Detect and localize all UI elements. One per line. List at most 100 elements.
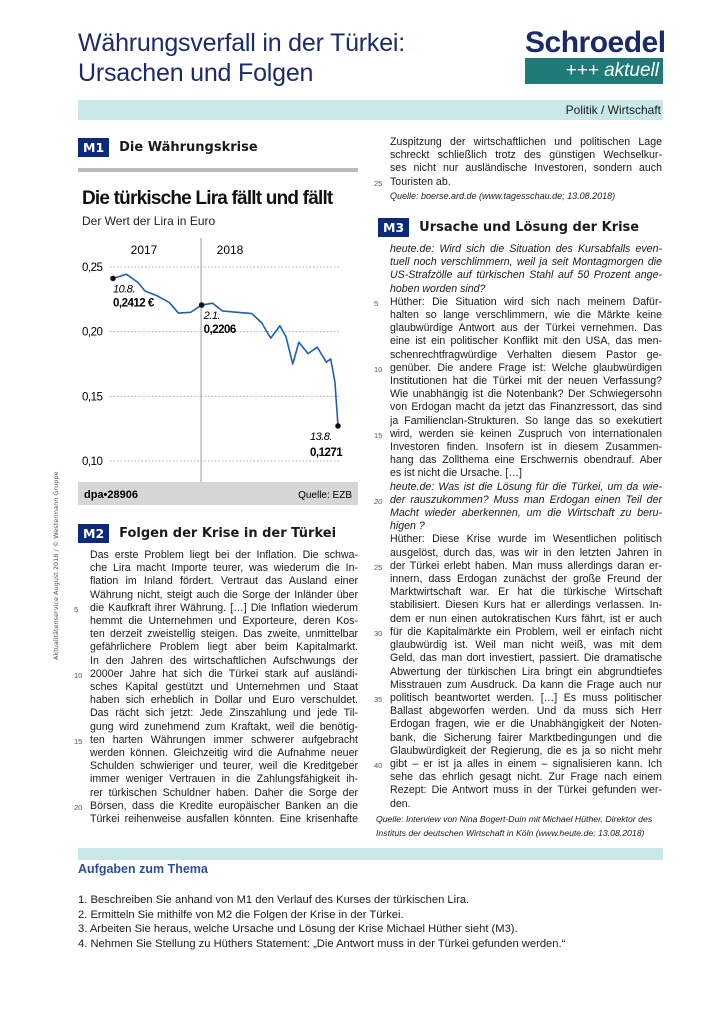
y-tick-label: 0,25 <box>82 262 102 274</box>
text-line: Misstrauen zum Ausdruck. Da kann die Fra… <box>390 678 662 691</box>
text-line: glaubwürdige Antwort aus der Türkei vern… <box>390 322 662 335</box>
copyright-note: Aktualitätenservice August 2018 / © West… <box>52 471 60 660</box>
m2-source: Quelle: boerse.ard.de (www.tagesschau.de… <box>390 190 616 201</box>
text-line: Glaubwürdigkeit der Regierung, die es ja… <box>390 744 662 757</box>
text-line: 15 wird, werden sie keinen Zuspruch von i… <box>374 428 662 441</box>
subject-band: Politik / Wirtschaft <box>78 100 663 120</box>
text-line: 40 gibt – er ist ja alles in einem – sign… <box>374 758 662 771</box>
line-number: 20 <box>74 802 83 812</box>
text-line: 35 politisch beantwortet werden. […] Es m… <box>374 692 662 705</box>
text-line: hoben worden sind? <box>390 282 486 295</box>
data-point <box>110 275 116 282</box>
text-line: hemmt die Unternehmen und Exporteure, de… <box>90 615 358 628</box>
annotation-date: 10.8. <box>113 283 135 295</box>
text-line: 25 Touristen ab. <box>374 176 662 189</box>
text-line: Zuspitzung der wirtschaftlichen und poli… <box>390 136 662 148</box>
text-line: Ballast abgeworfen werden. Und da muss s… <box>390 705 662 718</box>
annotation-value: 0,2206 <box>204 324 236 336</box>
text-line: Rezept: Die Antwort muss in der Türkei g… <box>390 784 662 797</box>
dpa-code: dpa•28906 <box>84 489 138 501</box>
text-line: Türkei reihenweise ausfallen könnten. Ei… <box>90 813 358 826</box>
text-line: heute.de: Wird sich die Situation des Ku… <box>390 243 662 255</box>
text-line: von Erdogan macht da jetzt das Finanzres… <box>390 401 662 414</box>
text-line: werden können. Gleichzeitig wird die Auf… <box>90 747 358 760</box>
line-number: 10 <box>374 364 383 374</box>
y-tick-label: 0,20 <box>82 327 102 339</box>
task-item: 4. Nehmen Sie Stellung zu Hüthers Statem… <box>78 937 566 950</box>
text-line: tuell noch verschlimmern, weil ja seit M… <box>390 256 662 269</box>
y-tick-label: 0,10 <box>82 456 102 468</box>
text-line: 15 ten harten Währungen immer schwerer au… <box>74 734 358 747</box>
m3-heading: M3 Ursache und Lösung der Krise <box>378 218 639 237</box>
text-line: flation im Inland fördert. Vertraut das … <box>90 575 358 588</box>
annotation-date: 2.1. <box>203 310 220 322</box>
m3-source: Quelle: Interview von Nina Bogert-Duin m… <box>376 814 653 838</box>
line-number: 10 <box>74 670 83 680</box>
text-line: stabilisiert. Diesen Kurs hat er allerdi… <box>390 599 662 612</box>
text-line: Das rächt sich jetzt: Jede Zinszahlung u… <box>90 707 358 720</box>
text-line: Hüther: Diese Krise wurde im Wesentliche… <box>390 533 662 546</box>
text-line: Das erste Problem liegt bei der Inflatio… <box>90 549 358 561</box>
text-line: sches Kapital gestützt und Unternehmen u… <box>90 681 358 694</box>
text-line: es ist nicht die Ursache. […] <box>390 467 522 480</box>
line-number: 25 <box>374 178 383 188</box>
line-number: 40 <box>374 760 383 770</box>
chart-subtitle: Der Wert der Lira in Euro <box>82 214 215 228</box>
m3-text: heute.de: Wird sich die Situation des Ku… <box>374 243 662 811</box>
annotation-value: 0,2412 € <box>113 297 155 309</box>
text-line: 25 der Türkei erlebt haben. Man muss alle… <box>374 560 662 573</box>
text-line: schreckt schließlich trotz des günstigen… <box>390 149 662 162</box>
text-line: che Lira macht Importe teurer, was wiede… <box>90 562 358 575</box>
task-item: 2. Ermitteln Sie mithilfe von M2 die Fol… <box>78 908 404 921</box>
text-line: 10 2000er Jahre hat sich die Türkei stark… <box>74 668 358 681</box>
line-number: 25 <box>374 562 383 572</box>
text-line: innern, dass Erdogan zunächst der große … <box>390 573 662 586</box>
text-line: 10 genüber. Die andere Frage ist: Welche … <box>374 362 662 375</box>
chart-top-rule <box>78 168 358 172</box>
text-line: ausgelöst, durch das, was wir in den let… <box>390 546 662 559</box>
publisher-logo: Schroedel +++ aktuell <box>525 28 666 84</box>
line-number: 15 <box>374 430 383 440</box>
line-number: 5 <box>374 298 379 308</box>
lira-chart: Die türkische Lira fällt und fällt Der We… <box>78 168 358 505</box>
text-line: ten derzeit zweistellig steigen. Das zwe… <box>90 628 358 641</box>
text-line: haben sich erheblich in Dollar und Euro … <box>90 694 358 707</box>
text-line: US-Strafzölle auf türkischen Stahl auf 5… <box>390 269 662 282</box>
year-label: 2017 <box>131 243 158 257</box>
text-line: halten so lange verschlimmern, wie die M… <box>390 309 662 322</box>
data-point <box>335 423 341 429</box>
line-number: 35 <box>374 694 383 704</box>
text-line: eine ist ein politischer Konflikt mit de… <box>390 335 662 348</box>
task-item: 1. Beschreiben Sie anhand von M1 den Ver… <box>78 894 470 906</box>
text-line: 30 für die Kapitalmärkte ein Problem, wei… <box>374 626 662 639</box>
text-line: dem er nun einen autokratischen Kurs fäh… <box>390 612 662 625</box>
tasks-heading: Aufgaben zum Thema <box>78 862 208 876</box>
line-number: 15 <box>74 736 83 746</box>
text-line: rer türkischen Schuldner haben. Daher di… <box>90 786 358 799</box>
text-line: ja Familienclan-Strukturen. So lange das… <box>390 414 662 427</box>
text-line: Macht wieder aberkennen, um die Wirtscha… <box>390 507 662 520</box>
text-line: Abwertung der türkischen Lira bringt ein… <box>390 665 662 678</box>
text-line: schenrechtfragwürdige Verhalten diesem P… <box>390 348 662 361</box>
text-line: 5 die Kaufkraft ihrer Währung. […] Die In… <box>74 602 358 615</box>
text-line: Schulden schwieriger und teurer, weil di… <box>90 760 358 773</box>
text-line: bank, die Sicherung fairer Marktbedingun… <box>390 731 662 744</box>
text-line: Institutionen hat die Türkei mit der neu… <box>390 375 662 388</box>
chart-footer <box>78 482 358 505</box>
tasks-band <box>78 848 663 860</box>
m2-text-continued: Zuspitzung der wirtschaftlichen und poli… <box>374 136 662 203</box>
text-line: 5 Hüther: Die Situation wird sich nach me… <box>374 296 662 309</box>
line-number: 5 <box>74 604 79 614</box>
line-number: 20 <box>374 496 383 506</box>
m2-heading: M2 Folgen der Krise in der Türkei <box>78 524 336 543</box>
text-line: 20 der rauszukommen? Muss man Erdogan ein… <box>374 494 662 507</box>
text-line: Wie unabhängig ist die Notenbank? Der Sc… <box>390 388 662 401</box>
text-line: gung wird zunehmend zum Kraftakt, weil d… <box>90 720 358 733</box>
text-line: gefährlichere Problem liegt aber beim Ka… <box>90 641 358 654</box>
annotation-value: 0,1271 <box>310 447 343 459</box>
m1-heading: M1 Die Währungskrise <box>78 138 258 157</box>
task-item: 3. Arbeiten Sie heraus, welche Ursache u… <box>78 923 518 935</box>
text-line: den. <box>390 797 411 810</box>
lira-line <box>112 273 339 427</box>
text-line: 20 Börsen, dass die Kredite europäischer … <box>74 800 358 813</box>
